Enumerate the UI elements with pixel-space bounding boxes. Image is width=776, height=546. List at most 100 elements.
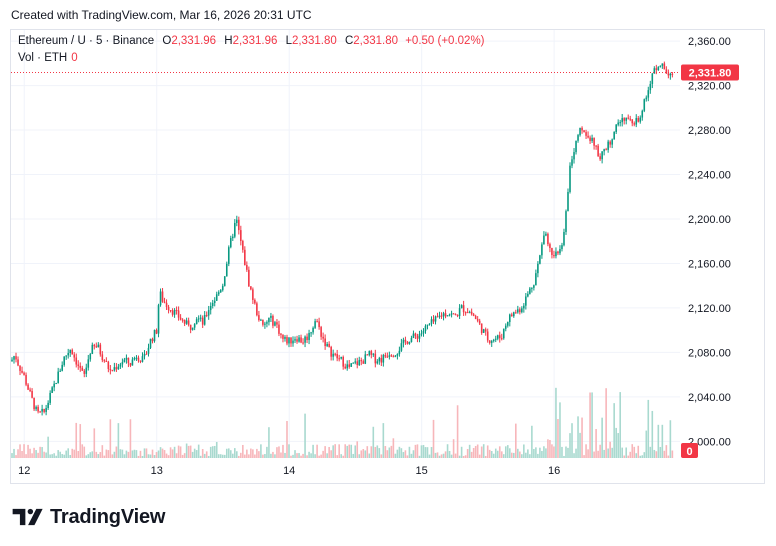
candle-body [446,315,449,317]
candle-body [286,336,288,344]
volume-bar [645,430,648,458]
y-tick-label: 2,160.00 [688,258,731,270]
volume-bar [613,403,615,458]
candle-body [95,346,98,348]
candle-body [131,359,134,366]
volume-bar [603,449,605,458]
volume-bar [631,444,634,458]
volume-bar [225,448,228,458]
candles[interactable] [11,61,674,416]
candle-body [432,319,435,322]
volume-bar [242,444,244,458]
candle-body [392,356,395,358]
volume-bar [155,452,158,458]
candle-body [651,73,654,84]
volume-bar [486,445,489,458]
candle-body [414,333,417,336]
volume-bar [440,454,443,458]
candle-body [55,383,57,385]
volume-bar [276,447,278,458]
volume-bar [314,454,316,458]
candle-body [97,344,100,348]
volume-bar [260,444,262,458]
volume-bar [93,428,96,458]
volume-bar [57,450,59,458]
candle-body [412,333,415,339]
candle-body [535,273,537,286]
candle-body [165,302,168,307]
volume-bar [523,444,525,458]
volume-bar [384,446,387,458]
candle-body [376,361,379,364]
volume-bar [545,448,547,458]
candle-body [621,118,623,123]
volume-bar [488,449,491,458]
symbol-name[interactable]: Ethereum / U · 5 · Binance [18,35,155,47]
volume-bar [274,454,276,458]
candle-body [422,330,425,334]
candle-body [384,355,387,357]
candle-body [183,319,186,324]
candle-body [665,69,668,74]
volume-bar [454,453,457,458]
chart-frame [10,29,765,484]
volume-bar [173,446,176,458]
candle-body [350,363,353,367]
volume-bar [543,446,545,458]
volume-bar [320,454,322,458]
candle-body [177,310,180,318]
volume-bar [181,454,184,458]
candle-body [39,411,41,413]
candle-body [623,118,625,121]
volume-bar [517,448,519,458]
volume-bar [119,449,122,458]
candle-body [189,324,192,330]
volume-bar [669,420,672,458]
volume-bar [145,448,148,458]
volume-bar [103,455,106,458]
volume-bar [641,455,644,458]
volume-bar [597,450,599,458]
volume-bar [607,448,609,458]
candle-body [420,333,423,335]
volume-bar [553,446,555,458]
volume-bar [571,423,573,458]
candle-body [557,251,559,254]
volume-bar [609,441,611,458]
volume-bar [442,453,445,458]
volume-bar [579,432,581,458]
volume-bar [15,455,17,458]
candle-body [278,324,280,334]
candle-body [671,73,674,75]
candle-body [147,347,150,354]
candle-body [133,357,136,360]
volume-bar [591,392,593,458]
volume-bar [290,455,292,458]
volume-bar [33,447,35,458]
candle-body [428,323,431,325]
candle-body [280,333,282,335]
candle-body [382,355,385,363]
candle-body [113,367,116,371]
tradingview-brand-name: TradingView [50,505,166,528]
volume-bar [639,455,642,458]
candle-body [123,359,126,363]
volume-bar [219,454,222,458]
candle-body [173,310,176,315]
candle-body [324,338,326,347]
candle-body [599,156,601,160]
candle-body [352,362,355,364]
candle-body [488,340,491,343]
volume-bar [402,452,405,458]
high-label: H [224,35,233,47]
volume-bar [45,452,47,458]
candle-body [541,244,543,256]
tradingview-logo[interactable]: TradingView [12,504,165,530]
candle-body [372,353,375,355]
volume-bar [615,427,617,458]
volume-bar [396,449,399,458]
candle-body [482,329,485,333]
volume-bar [330,450,332,458]
candle-body [513,312,515,317]
